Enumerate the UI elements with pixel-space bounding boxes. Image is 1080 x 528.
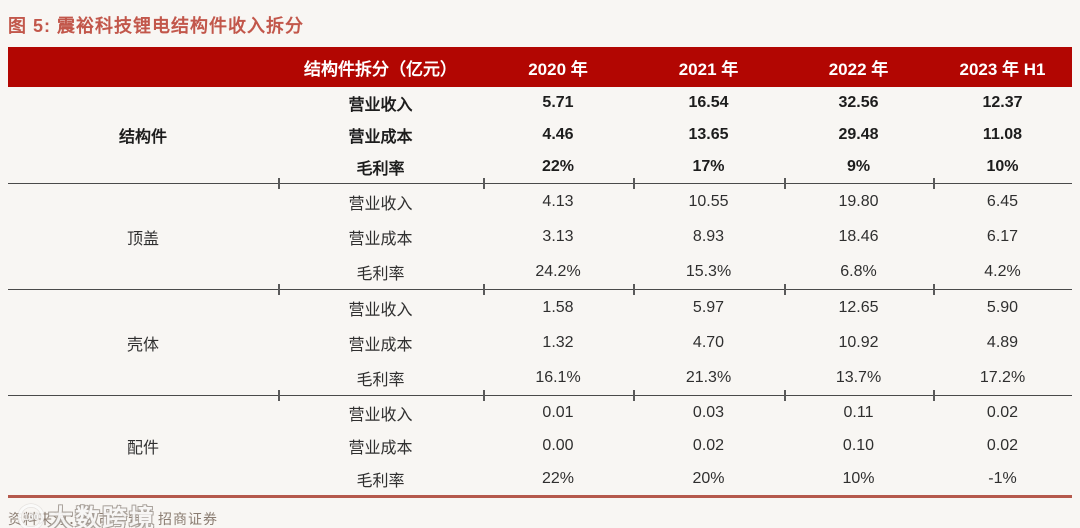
metric-label: 毛利率 [356, 371, 405, 389]
watermark-logo-icon: 100 [18, 504, 44, 528]
metric-label: 营业收入 [348, 406, 413, 424]
metric-label: 毛利率 [356, 265, 405, 283]
cell-value: 11.08 [982, 126, 1023, 143]
cell-value: 12.37 [982, 94, 1023, 111]
cell-value: 0.02 [986, 403, 1019, 421]
watermark-text: 大数跨境 [48, 505, 157, 528]
cell-value: 10.92 [838, 333, 879, 351]
cell-value: 4.70 [692, 333, 725, 351]
cell-value: 13.7% [835, 368, 882, 386]
group-top-cover: 顶盖 营业收入 4.13 10.55 19.80 6.45 营业成本 3.13 … [8, 178, 1072, 289]
cell-value: 15.3% [685, 262, 732, 280]
cell-value: 1.58 [542, 298, 574, 316]
cell-value: 0.00 [542, 436, 574, 454]
cell-value: 0.02 [692, 436, 725, 454]
cell-value: 5.90 [986, 298, 1019, 316]
cell-value: 13.65 [688, 126, 729, 143]
group-shell: 壳体 营业收入 1.58 5.97 12.65 5.90 营业成本 1.32 4… [8, 284, 1072, 395]
metric-label: 营业收入 [348, 195, 413, 213]
metric-label: 毛利率 [356, 161, 405, 178]
header-year-2023h1: 2023 年 H1 [959, 59, 1046, 79]
cell-value: 22% [541, 158, 575, 175]
cell-value: 8.93 [692, 227, 725, 245]
cell-value: 5.97 [692, 298, 725, 316]
source-note: 资料来源：公司公告、招商证券 [8, 511, 218, 527]
cell-value: 32.56 [838, 94, 879, 111]
metric-label: 营业收入 [348, 97, 413, 114]
cell-value: 22% [541, 469, 575, 487]
cell-value: 0.03 [692, 403, 725, 421]
report-figure: 图 5: 震裕科技锂电结构件收入拆分 结构件拆分（亿元） 2020 年 2021… [0, 12, 1080, 528]
cell-value: -1% [988, 469, 1017, 487]
metric-label: 营业收入 [348, 301, 413, 319]
cell-value: 17% [692, 158, 725, 175]
cell-value: 0.10 [842, 436, 875, 454]
group-label: 结构件 [118, 129, 167, 146]
metric-label: 营业成本 [348, 336, 413, 354]
cell-value: 6.17 [986, 227, 1019, 245]
cell-value: 24.2% [535, 262, 581, 280]
cell-value: 9% [846, 158, 871, 175]
structural-parts-revenue-table: 结构件拆分（亿元） 2020 年 2021 年 2022 年 2023 年 H1… [8, 47, 1072, 498]
cell-value: 0.11 [843, 403, 874, 421]
cell-value: 10% [842, 469, 875, 487]
cell-value: 4.2% [984, 262, 1021, 280]
cell-value: 1.32 [542, 333, 574, 351]
figure-title: 图 5: 震裕科技锂电结构件收入拆分 [8, 16, 305, 36]
cell-value: 3.13 [542, 227, 574, 245]
header-year-2021: 2021 年 [678, 59, 739, 79]
cell-value: 5.71 [542, 94, 574, 111]
cell-value: 6.45 [986, 192, 1019, 210]
metric-label: 营业成本 [348, 129, 413, 146]
cell-value: 10% [986, 158, 1019, 175]
table-header-row: 结构件拆分（亿元） 2020 年 2021 年 2022 年 2023 年 H1 [8, 47, 1072, 87]
group-label: 顶盖 [126, 230, 159, 248]
cell-value: 6.8% [840, 262, 877, 280]
group-label: 壳体 [126, 336, 159, 354]
watermark: 100 大数跨境 [18, 499, 156, 528]
cell-value: 18.46 [838, 227, 879, 245]
group-accessories: 配件 营业收入 0.01 0.03 0.11 0.02 营业成本 0.00 0.… [8, 390, 1072, 495]
group-structural-parts: 结构件 营业收入 5.71 16.54 32.56 12.37 营业成本 4.4… [8, 87, 1072, 183]
cell-value: 16.1% [535, 368, 581, 386]
metric-label: 营业成本 [348, 439, 413, 457]
cell-value: 21.3% [685, 368, 732, 386]
cell-value: 4.46 [542, 126, 574, 143]
header-year-2020: 2020 年 [528, 59, 588, 79]
header-year-2022: 2022 年 [828, 59, 889, 79]
header-metric-label: 结构件拆分（亿元） [304, 59, 457, 79]
metric-label: 营业成本 [348, 230, 413, 248]
cell-value: 0.02 [986, 436, 1019, 454]
cell-value: 0.01 [542, 403, 574, 421]
cell-value: 19.80 [838, 192, 879, 210]
cell-value: 20% [692, 469, 725, 487]
cell-value: 16.54 [688, 94, 729, 111]
metric-label: 毛利率 [356, 472, 405, 490]
cell-value: 12.65 [838, 298, 879, 316]
cell-value: 17.2% [979, 368, 1026, 386]
cell-value: 10.55 [688, 192, 729, 210]
group-label: 配件 [126, 439, 159, 457]
cell-value: 4.89 [986, 333, 1019, 351]
cell-value: 4.13 [542, 192, 574, 210]
cell-value: 29.48 [838, 126, 879, 143]
table-body: 结构件 营业收入 5.71 16.54 32.56 12.37 营业成本 4.4… [8, 87, 1072, 498]
